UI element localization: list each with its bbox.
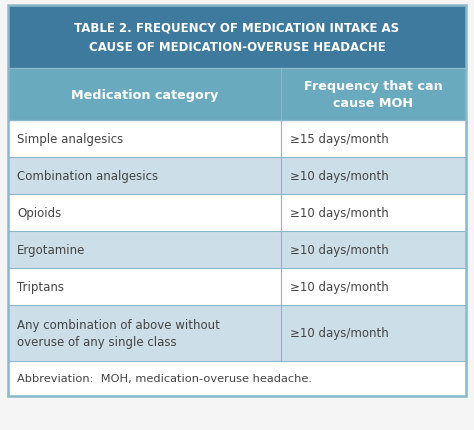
Text: ≥10 days/month: ≥10 days/month: [290, 243, 388, 256]
Text: ≥10 days/month: ≥10 days/month: [290, 280, 388, 293]
Text: ≥10 days/month: ≥10 days/month: [290, 169, 388, 183]
Bar: [281, 231, 466, 268]
Bar: [8, 305, 281, 361]
Text: ≥15 days/month: ≥15 days/month: [290, 133, 388, 146]
Bar: [8, 194, 281, 231]
Text: Ergotamine: Ergotamine: [17, 243, 85, 256]
Bar: [281, 305, 466, 361]
Text: Any combination of above without
overuse of any single class: Any combination of above without overuse…: [17, 318, 220, 348]
Bar: [8, 268, 281, 305]
Text: ≥10 days/month: ≥10 days/month: [290, 327, 388, 340]
Text: ≥10 days/month: ≥10 days/month: [290, 206, 388, 219]
Text: Abbreviation:  MOH, medication-overuse headache.: Abbreviation: MOH, medication-overuse he…: [17, 374, 312, 384]
Text: Triptans: Triptans: [17, 280, 64, 293]
Text: Frequency that can
cause MOH: Frequency that can cause MOH: [304, 80, 443, 110]
Text: Opioids: Opioids: [17, 206, 61, 219]
Bar: [8, 6, 466, 69]
Bar: [281, 194, 466, 231]
Bar: [8, 158, 281, 194]
Bar: [8, 69, 281, 121]
Bar: [8, 121, 281, 158]
Bar: [281, 69, 466, 121]
Bar: [281, 268, 466, 305]
Bar: [281, 158, 466, 194]
Text: Combination analgesics: Combination analgesics: [17, 169, 158, 183]
Text: Medication category: Medication category: [71, 88, 218, 101]
Bar: [8, 361, 466, 396]
Bar: [281, 121, 466, 158]
Text: TABLE 2. FREQUENCY OF MEDICATION INTAKE AS
CAUSE OF MEDICATION-OVERUSE HEADACHE: TABLE 2. FREQUENCY OF MEDICATION INTAKE …: [74, 22, 400, 53]
Text: Simple analgesics: Simple analgesics: [17, 133, 123, 146]
Bar: [8, 231, 281, 268]
